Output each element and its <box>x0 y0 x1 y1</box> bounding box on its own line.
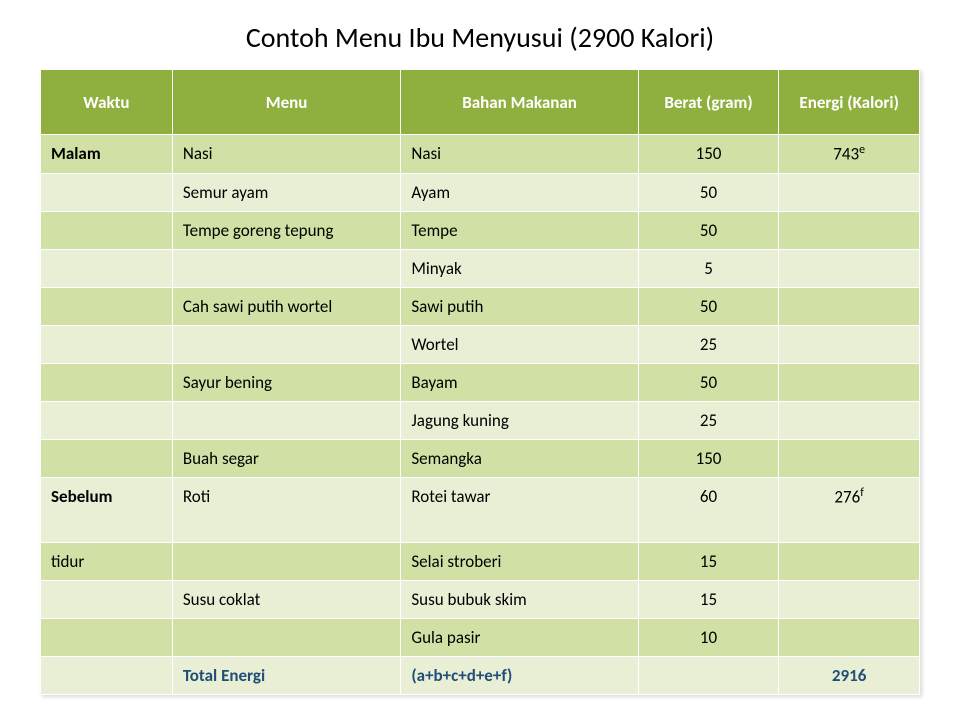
cell-menu <box>172 618 401 656</box>
cell-menu: Cah sawi putih wortel <box>172 287 401 325</box>
cell-berat: 15 <box>638 580 779 618</box>
table-row: Wortel25 <box>41 325 920 363</box>
cell-berat: 50 <box>638 173 779 211</box>
cell-menu <box>172 542 401 580</box>
cell-energi <box>779 618 920 656</box>
cell-menu <box>172 249 401 287</box>
column-header-bahan: Bahan Makanan <box>401 70 638 135</box>
cell-energi <box>779 439 920 477</box>
cell-energi <box>779 325 920 363</box>
table-row: Tempe goreng tepungTempe50 <box>41 211 920 249</box>
cell-berat: 25 <box>638 401 779 439</box>
menu-table: WaktuMenuBahan MakananBerat (gram)Energi… <box>40 69 920 695</box>
table-row: Sayur beningBayam50 <box>41 363 920 401</box>
cell-menu: Semur ayam <box>172 173 401 211</box>
cell-total-energi: 2916 <box>779 656 920 694</box>
cell-berat: 50 <box>638 287 779 325</box>
cell-berat: 50 <box>638 211 779 249</box>
table-row: tidur Selai stroberi15 <box>41 542 920 580</box>
table-row: Semur ayamAyam50 <box>41 173 920 211</box>
cell-bahan: Tempe <box>401 211 638 249</box>
table-body: MalamNasiNasi150743eSemur ayamAyam50Temp… <box>41 135 920 695</box>
column-header-energi: Energi (Kalori) <box>779 70 920 135</box>
cell-total-formula: (a+b+c+d+e+f) <box>401 656 638 694</box>
cell-waktu <box>41 211 173 249</box>
table-row: Gula pasir10 <box>41 618 920 656</box>
table-row: Minyak5 <box>41 249 920 287</box>
table-row: Buah segarSemangka150 <box>41 439 920 477</box>
table-row: Susu coklatSusu bubuk skim15 <box>41 580 920 618</box>
cell-energi <box>779 542 920 580</box>
cell-energi: 743e <box>779 135 920 174</box>
column-header-berat: Berat (gram) <box>638 70 779 135</box>
table-row: MalamNasiNasi150743e <box>41 135 920 174</box>
cell-menu: Tempe goreng tepung <box>172 211 401 249</box>
cell-bahan: Semangka <box>401 439 638 477</box>
cell-waktu <box>41 618 173 656</box>
column-header-menu: Menu <box>172 70 401 135</box>
cell-berat: 150 <box>638 439 779 477</box>
column-header-waktu: Waktu <box>41 70 173 135</box>
cell-berat: 50 <box>638 363 779 401</box>
cell-menu <box>172 325 401 363</box>
cell-energi <box>779 249 920 287</box>
cell-berat: 10 <box>638 618 779 656</box>
cell-waktu <box>41 656 173 694</box>
cell-energi <box>779 173 920 211</box>
cell-waktu <box>41 363 173 401</box>
cell-bahan: Rotei tawar <box>401 477 638 542</box>
cell-waktu: Sebelum <box>41 477 173 542</box>
cell-energi <box>779 401 920 439</box>
table-header: WaktuMenuBahan MakananBerat (gram)Energi… <box>41 70 920 135</box>
cell-berat: 150 <box>638 135 779 174</box>
cell-waktu <box>41 173 173 211</box>
cell-bahan: Sawi putih <box>401 287 638 325</box>
cell-berat: 15 <box>638 542 779 580</box>
table-row: Jagung kuning25 <box>41 401 920 439</box>
cell-menu: Roti <box>172 477 401 542</box>
cell-bahan: Selai stroberi <box>401 542 638 580</box>
cell-total-label: Total Energi <box>172 656 401 694</box>
cell-waktu: Malam <box>41 135 173 174</box>
cell-waktu: tidur <box>41 542 173 580</box>
cell-bahan: Wortel <box>401 325 638 363</box>
cell-menu: Nasi <box>172 135 401 174</box>
cell-bahan: Bayam <box>401 363 638 401</box>
total-row: Total Energi(a+b+c+d+e+f) 2916 <box>41 656 920 694</box>
cell-bahan: Ayam <box>401 173 638 211</box>
page-title: Contoh Menu Ibu Menyusui (2900 Kalori) <box>40 20 920 55</box>
cell-waktu <box>41 249 173 287</box>
cell-berat: 60 <box>638 477 779 542</box>
cell-berat: 5 <box>638 249 779 287</box>
cell-bahan: Gula pasir <box>401 618 638 656</box>
cell-bahan: Nasi <box>401 135 638 174</box>
cell-waktu <box>41 439 173 477</box>
cell-waktu <box>41 325 173 363</box>
cell-menu <box>172 401 401 439</box>
cell-berat: 25 <box>638 325 779 363</box>
cell-energi <box>779 363 920 401</box>
cell-energi <box>779 211 920 249</box>
cell-menu: Buah segar <box>172 439 401 477</box>
cell-bahan: Jagung kuning <box>401 401 638 439</box>
cell-waktu <box>41 580 173 618</box>
cell-energi <box>779 580 920 618</box>
table-row: Cah sawi putih wortelSawi putih50 <box>41 287 920 325</box>
cell-bahan: Susu bubuk skim <box>401 580 638 618</box>
cell-waktu <box>41 287 173 325</box>
cell-bahan: Minyak <box>401 249 638 287</box>
cell-energi: 276f <box>779 477 920 542</box>
cell-waktu <box>41 401 173 439</box>
cell-energi <box>779 287 920 325</box>
cell-menu: Sayur bening <box>172 363 401 401</box>
table-row: SebelumRotiRotei tawar60276f <box>41 477 920 542</box>
cell-berat <box>638 656 779 694</box>
cell-menu: Susu coklat <box>172 580 401 618</box>
